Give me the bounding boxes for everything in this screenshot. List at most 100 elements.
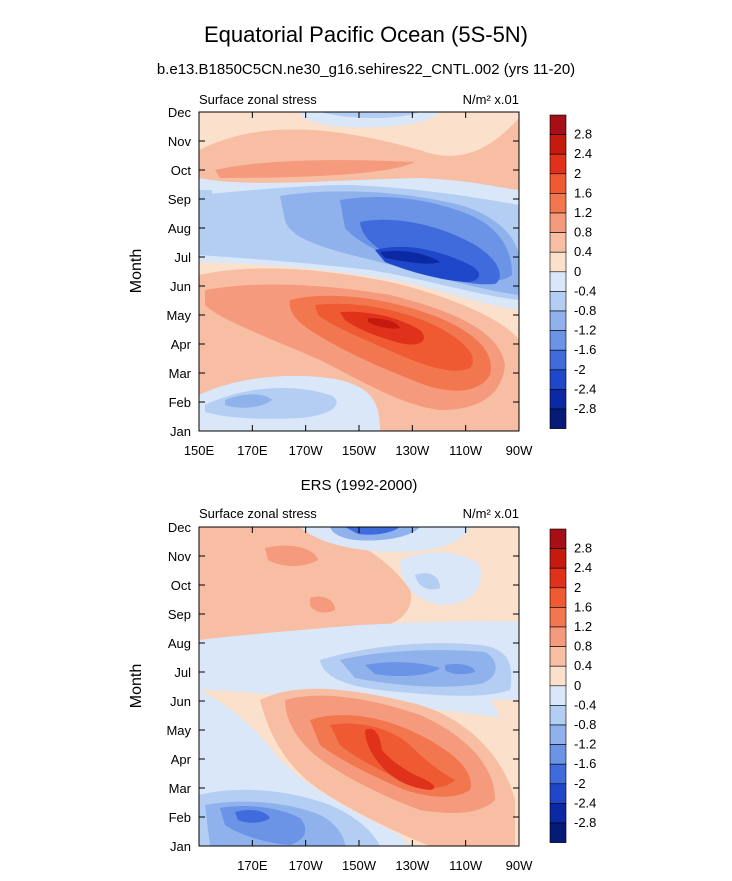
contour-feb-blue-2 [205, 387, 337, 419]
model-xtick-label: 110W [449, 443, 483, 458]
colorbar-obs-label: 1.2 [574, 619, 592, 634]
colorbar-model-swatch [549, 389, 567, 410]
colorbar-obs-label: 0 [574, 678, 581, 693]
obs-xtick-label: 170E [237, 858, 268, 873]
obs-ytick-label: May [166, 723, 191, 738]
colorbar-obs-swatch [549, 665, 567, 687]
contour-red-core [368, 318, 400, 329]
panel-obs-contours [199, 527, 519, 846]
model-ytick-label: Oct [171, 163, 192, 178]
contour-sep-blue-2 [415, 573, 440, 590]
colorbar-obs-swatch [549, 763, 567, 785]
colorbar-model-label: -1.6 [574, 342, 596, 357]
contour-feb-4 [235, 810, 270, 823]
colorbar-obs-label: -0.4 [574, 697, 596, 712]
contour-upper-red-3 [310, 596, 335, 613]
colorbar-model-swatch [549, 408, 567, 429]
obs-ytick-label: Dec [168, 520, 192, 535]
model-ytick-label: May [166, 308, 191, 323]
obs-xtick-label: 130W [395, 858, 430, 873]
colorbar-obs-label: 2 [574, 580, 581, 595]
colorbar-model-label: -2 [574, 362, 586, 377]
colorbar-obs-label: -1.2 [574, 737, 596, 752]
contour-red-3 [330, 723, 455, 788]
figure-subtitle: b.e13.B1850C5CN.ne30_g16.sehires22_CNTL.… [156, 61, 576, 78]
panel-model-contours [199, 112, 519, 431]
contour-upper-red-2 [265, 545, 318, 566]
obs-ytick-label: Sep [168, 607, 191, 622]
colorbar-model-swatch [549, 251, 567, 273]
colorbar-model-label: -2.8 [574, 401, 596, 416]
panel-model-ylabel: Month [128, 249, 145, 293]
colorbar-obs-swatch [549, 783, 567, 804]
contour-east-light [490, 700, 519, 790]
contour-feb-blue-3 [225, 394, 272, 408]
contour-dec-blue [300, 112, 440, 128]
colorbar-model-label: 0 [574, 264, 581, 279]
colorbar-model-swatch [549, 193, 567, 214]
colorbar-model-swatch [549, 232, 567, 253]
colorbar-obs-swatch [549, 548, 567, 569]
colorbar-obs-swatch [549, 587, 567, 608]
colorbar-model-label: -1.2 [574, 323, 596, 338]
obs-ytick-label: Jan [170, 839, 191, 854]
colorbar-obs-swatch [549, 528, 567, 549]
colorbar-model-swatch [549, 114, 567, 135]
colorbar-model-label: 2 [574, 166, 581, 181]
obs-ytick-label: Aug [168, 636, 191, 651]
colorbar-obs-swatch [549, 646, 567, 667]
model-xtick-label: 150W [342, 443, 377, 458]
model-ytick-label: Nov [168, 134, 192, 149]
colorbar-obs-label: 2.4 [574, 560, 592, 575]
obs-ytick-label: Oct [171, 578, 192, 593]
colorbar-obs-label: -2 [574, 776, 586, 791]
colorbar-model-swatch [549, 173, 567, 194]
contour-blue-core [380, 250, 440, 264]
contour-red-core [365, 728, 435, 790]
colorbar-model-swatch [549, 291, 567, 312]
colorbar-model-swatch [549, 369, 567, 390]
colorbar-obs: 2.8 2.4 2 1.6 1.2 0.8 0.4 0 -0.4 -0.8 -1.2 -1.6 -2 -2… [549, 528, 596, 843]
colorbar-model-swatch [549, 134, 567, 155]
model-ytick-label: Sep [168, 192, 191, 207]
colorbar-model-label: 1.2 [574, 205, 592, 220]
colorbar-model-label: 0.4 [574, 244, 592, 259]
colorbar-obs-label: 0.8 [574, 639, 592, 654]
model-ytick-label: Jan [170, 424, 191, 439]
obs-ytick-label: Feb [169, 810, 191, 825]
panel-model: Surface zonal stress N/m² x.01 [128, 92, 533, 458]
colorbar-model-label: 2.4 [574, 146, 592, 161]
contour-jul-3 [365, 662, 440, 676]
colorbar-model-label: 2.8 [574, 127, 592, 142]
obs-ytick-label: Mar [169, 781, 192, 796]
panel-model-ticks: Jan Feb Mar Apr May Jun Jul Aug Sep Oct Nov Dec 150E… [166, 105, 533, 458]
colorbar-obs-swatch [549, 744, 567, 765]
model-ytick-label: Jul [174, 250, 191, 265]
contour-sep-blue [400, 552, 481, 605]
panel-obs: ERS (1992-2000) Surface zonal stress N/m… [128, 477, 533, 873]
obs-xtick-label: 150W [342, 858, 377, 873]
colorbar-obs-swatch [549, 705, 567, 726]
contour-red-4 [340, 311, 424, 345]
panel-obs-ticks: Jan Feb Mar Apr May Jun Jul Aug Sep Oct Nov Dec 170E… [166, 520, 533, 873]
colorbar-obs-label: 0.4 [574, 658, 592, 673]
colorbar-obs-label: -2.4 [574, 795, 596, 810]
colorbar-obs-swatch [549, 607, 567, 628]
model-ytick-label: Jun [170, 279, 191, 294]
model-ytick-label: Dec [168, 105, 192, 120]
contour-jul-4 [445, 663, 475, 675]
model-xtick-label: 170W [289, 443, 324, 458]
panel-model-left-label: Surface zonal stress [199, 92, 317, 107]
model-ytick-label: Aug [168, 221, 191, 236]
colorbar-model-swatch [549, 349, 567, 371]
colorbar-obs-label: 2.8 [574, 541, 592, 556]
colorbar-obs-swatch [549, 724, 567, 745]
obs-ytick-label: Jul [174, 665, 191, 680]
colorbar-obs-swatch [549, 822, 567, 843]
colorbar-obs-label: 1.6 [574, 599, 592, 614]
colorbar-model: 2.8 2.4 2 1.6 1.2 0.8 0.4 0 -0.4 -0.8 -1.2 -1.6 -2 -2… [549, 114, 596, 429]
obs-xtick-label: 110W [449, 858, 483, 873]
model-xtick-label: 130W [395, 443, 430, 458]
colorbar-model-label: -0.4 [574, 283, 596, 298]
